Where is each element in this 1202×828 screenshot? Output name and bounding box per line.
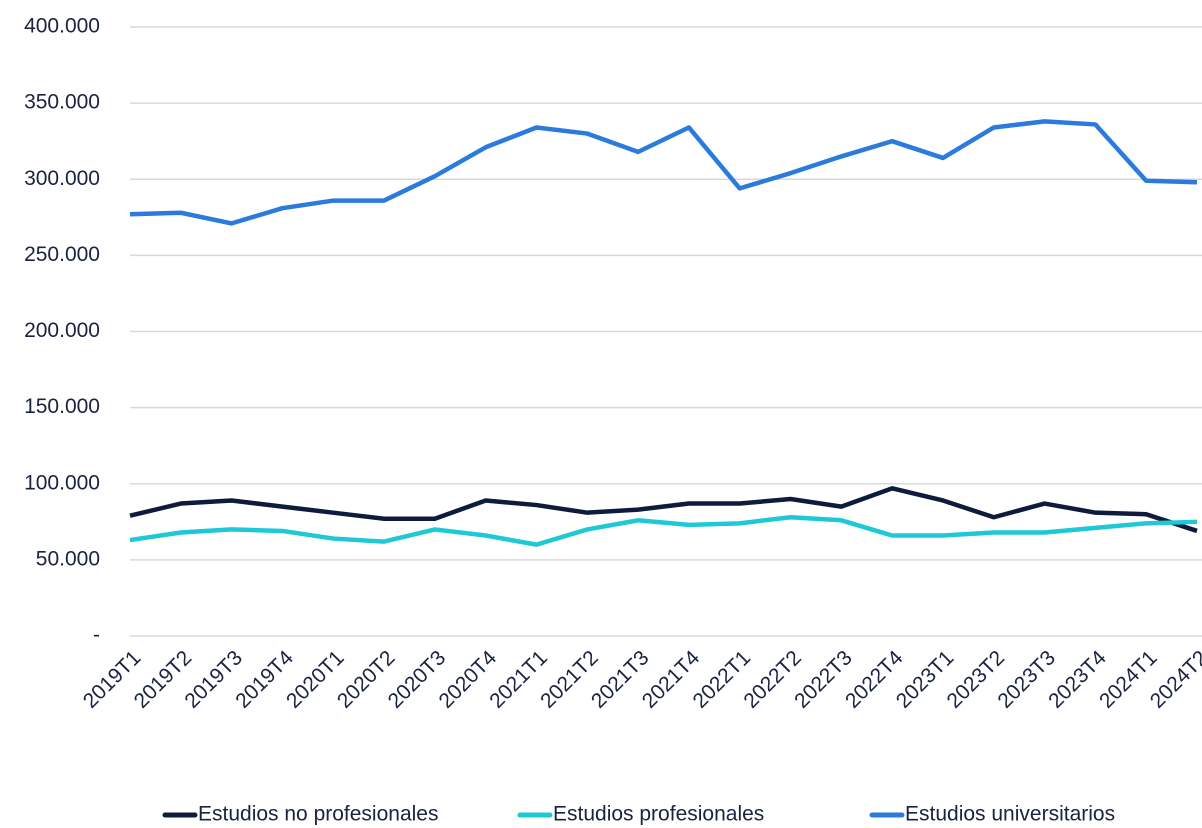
series-line — [129, 514, 1198, 547]
y-tick-label: 200.000 — [24, 319, 100, 342]
y-tick-label: 300.000 — [24, 167, 100, 190]
y-tick-label: 100.000 — [24, 471, 100, 494]
y-tick-label: 400.000 — [24, 15, 100, 38]
y-tick-label: 50.000 — [36, 547, 100, 570]
y-tick-label: 350.000 — [24, 91, 100, 114]
series-line — [129, 119, 1198, 226]
y-tick-label: 250.000 — [24, 243, 100, 266]
series-line — [129, 486, 1198, 534]
y-tick-label: - — [93, 624, 100, 647]
legend-label: Estudios profesionales — [553, 803, 764, 826]
legend-label: Estudios no profesionales — [198, 803, 439, 826]
y-tick-label: 150.000 — [24, 395, 100, 418]
legend-label: Estudios universitarios — [905, 803, 1115, 826]
